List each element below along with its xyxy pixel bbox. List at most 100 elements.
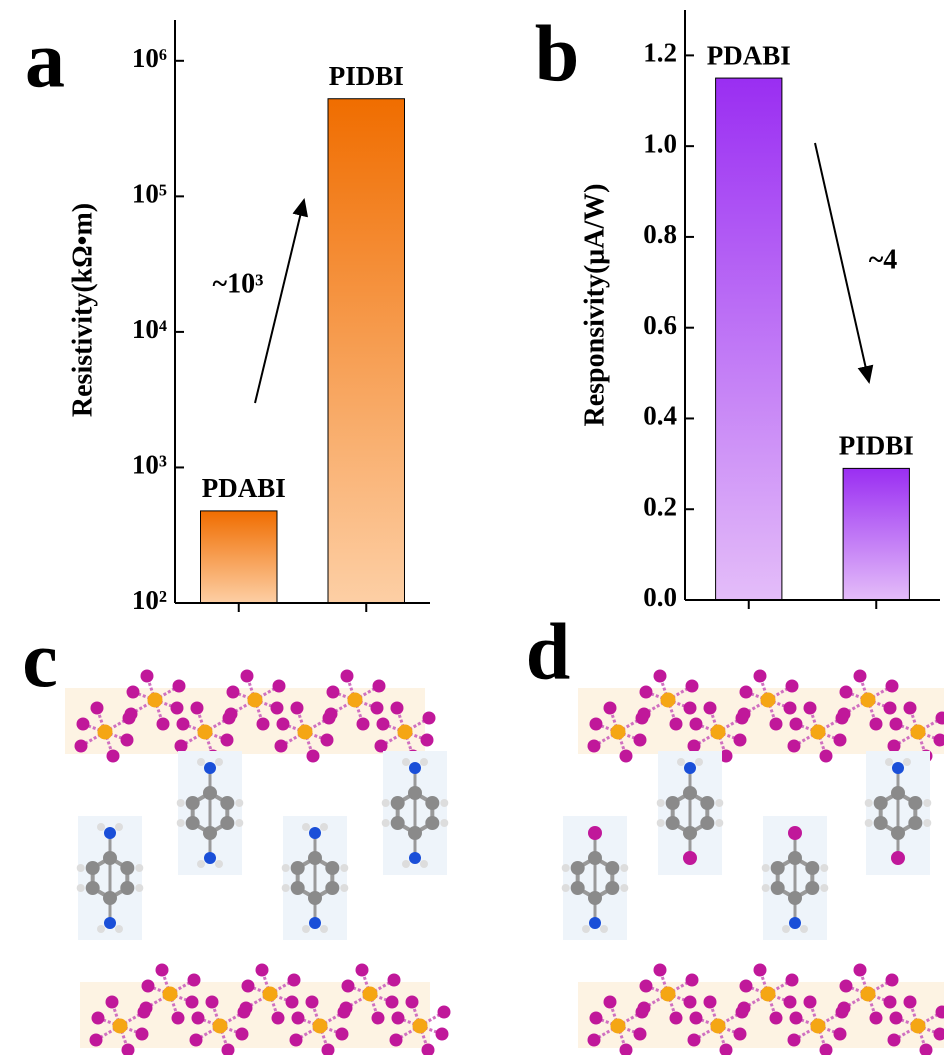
iodine-atom: [277, 718, 290, 731]
iodine-atom: [271, 702, 284, 715]
y-tick-label: 0.2: [643, 491, 677, 521]
hydrogen-atom: [215, 860, 223, 868]
carbon-atom: [425, 816, 439, 830]
iodine-atom: [686, 680, 699, 693]
iodine-atom: [177, 718, 190, 731]
carbon-atom: [700, 796, 714, 810]
iodine-atom: [604, 702, 617, 715]
iodine-atom: [290, 1034, 303, 1047]
hydrogen-atom: [715, 799, 723, 807]
metal-atom: [661, 987, 676, 1002]
hydrogen-atom: [177, 799, 185, 807]
iodine-atom: [788, 826, 802, 840]
carbon-atom: [771, 861, 785, 875]
iodine-atom: [590, 718, 603, 731]
nitrogen-atom: [684, 762, 696, 774]
nitrogen-atom: [309, 827, 321, 839]
carbon-atom: [788, 851, 802, 865]
iodine-atom: [686, 974, 699, 987]
iodine-atom: [754, 964, 767, 977]
hydrogen-atom: [582, 925, 590, 933]
bar-label: PDABI: [202, 473, 286, 503]
panel-label: b: [535, 10, 580, 98]
iodine-atom: [306, 996, 319, 1009]
hydrogen-atom: [885, 758, 893, 766]
carbon-atom: [186, 796, 200, 810]
carbon-atom: [391, 796, 405, 810]
hydrogen-atom: [235, 799, 243, 807]
iodine-atom: [840, 686, 853, 699]
carbon-atom: [220, 796, 234, 810]
carbon-atom: [291, 881, 305, 895]
iodine-atom: [886, 974, 899, 987]
iodine-atom: [436, 1028, 449, 1041]
metal-atom: [413, 1019, 428, 1034]
hydrogen-atom: [865, 819, 873, 827]
annotation: ~10³: [213, 268, 264, 299]
iodine-atom: [870, 718, 883, 731]
metal-atom: [811, 1019, 826, 1034]
metal-atom: [213, 1019, 228, 1034]
iodine-atom: [788, 1034, 801, 1047]
carbon-atom: [605, 881, 619, 895]
iodine-atom: [372, 1012, 385, 1025]
iodine-atom: [392, 1012, 405, 1025]
iodine-atom: [225, 708, 238, 721]
carbon-atom: [203, 786, 217, 800]
iodine-atom: [127, 686, 140, 699]
hydrogen-atom: [235, 819, 243, 827]
iodine-atom: [190, 1034, 203, 1047]
y-tick-label: 1.2: [643, 38, 677, 68]
metal-atom: [911, 1019, 926, 1034]
iodine-atom: [188, 974, 201, 987]
carbon-atom: [605, 861, 619, 875]
metal-atom: [611, 1019, 626, 1034]
hydrogen-atom: [197, 758, 205, 766]
iodine-atom: [786, 680, 799, 693]
page: a b c d ~10³ ~4 Resistivity(kΩ•m)10²10³1…: [0, 0, 944, 1055]
iodine-atom: [834, 1028, 847, 1041]
iodine-atom: [690, 1012, 703, 1025]
carbon-atom: [186, 816, 200, 830]
carbon-atom: [571, 881, 585, 895]
iodine-atom: [273, 680, 286, 693]
iodine-atom: [588, 1034, 601, 1047]
nitrogen-atom: [789, 917, 801, 929]
iodine-atom: [227, 686, 240, 699]
iodine-atom: [336, 1028, 349, 1041]
y-tick-label: 10²: [132, 585, 167, 615]
metal-atom: [98, 725, 113, 740]
hydrogen-atom: [320, 823, 328, 831]
iodine-atom: [784, 702, 797, 715]
iodine-atom: [904, 996, 917, 1009]
iodine-atom: [770, 1012, 783, 1025]
iodine-atom: [321, 734, 334, 747]
hydrogen-atom: [340, 884, 348, 892]
iodine-atom: [272, 1012, 285, 1025]
iodine-atom: [654, 670, 667, 683]
iodine-atom: [386, 996, 399, 1009]
carbon-atom: [103, 891, 117, 905]
carbon-atom: [908, 816, 922, 830]
carbon-atom: [908, 796, 922, 810]
iodine-atom: [640, 686, 653, 699]
iodine-atom: [684, 996, 697, 1009]
y-axis-title: Responsivity(μA/W): [579, 184, 610, 427]
iodine-atom: [241, 670, 254, 683]
hydrogen-atom: [402, 758, 410, 766]
y-tick-label: 0.8: [643, 219, 677, 249]
hydrogen-atom: [382, 799, 390, 807]
iodine-atom: [240, 1002, 253, 1015]
y-tick-label: 0.4: [643, 401, 677, 431]
iodine-atom: [186, 996, 199, 1009]
iodine-atom: [670, 718, 683, 731]
iodine-atom: [638, 1002, 651, 1015]
hydrogen-atom: [600, 925, 608, 933]
hydrogen-atom: [657, 799, 665, 807]
iodine-atom: [191, 702, 204, 715]
iodine-atom: [377, 718, 390, 731]
iodine-atom: [788, 740, 801, 753]
carbon-atom: [891, 786, 905, 800]
iodine-atom: [421, 734, 434, 747]
nitrogen-atom: [104, 917, 116, 929]
